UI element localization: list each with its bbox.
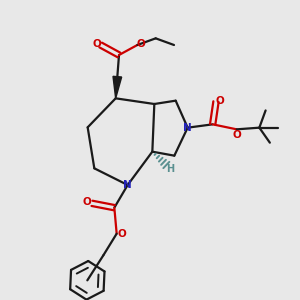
- Text: N: N: [183, 123, 192, 133]
- Text: O: O: [82, 197, 91, 207]
- Text: O: O: [137, 39, 146, 49]
- Text: O: O: [216, 96, 224, 106]
- Text: O: O: [117, 229, 126, 239]
- Text: O: O: [232, 130, 241, 140]
- Text: H: H: [167, 164, 175, 174]
- Text: N: N: [123, 180, 132, 190]
- Text: O: O: [92, 39, 101, 49]
- Polygon shape: [113, 76, 122, 98]
